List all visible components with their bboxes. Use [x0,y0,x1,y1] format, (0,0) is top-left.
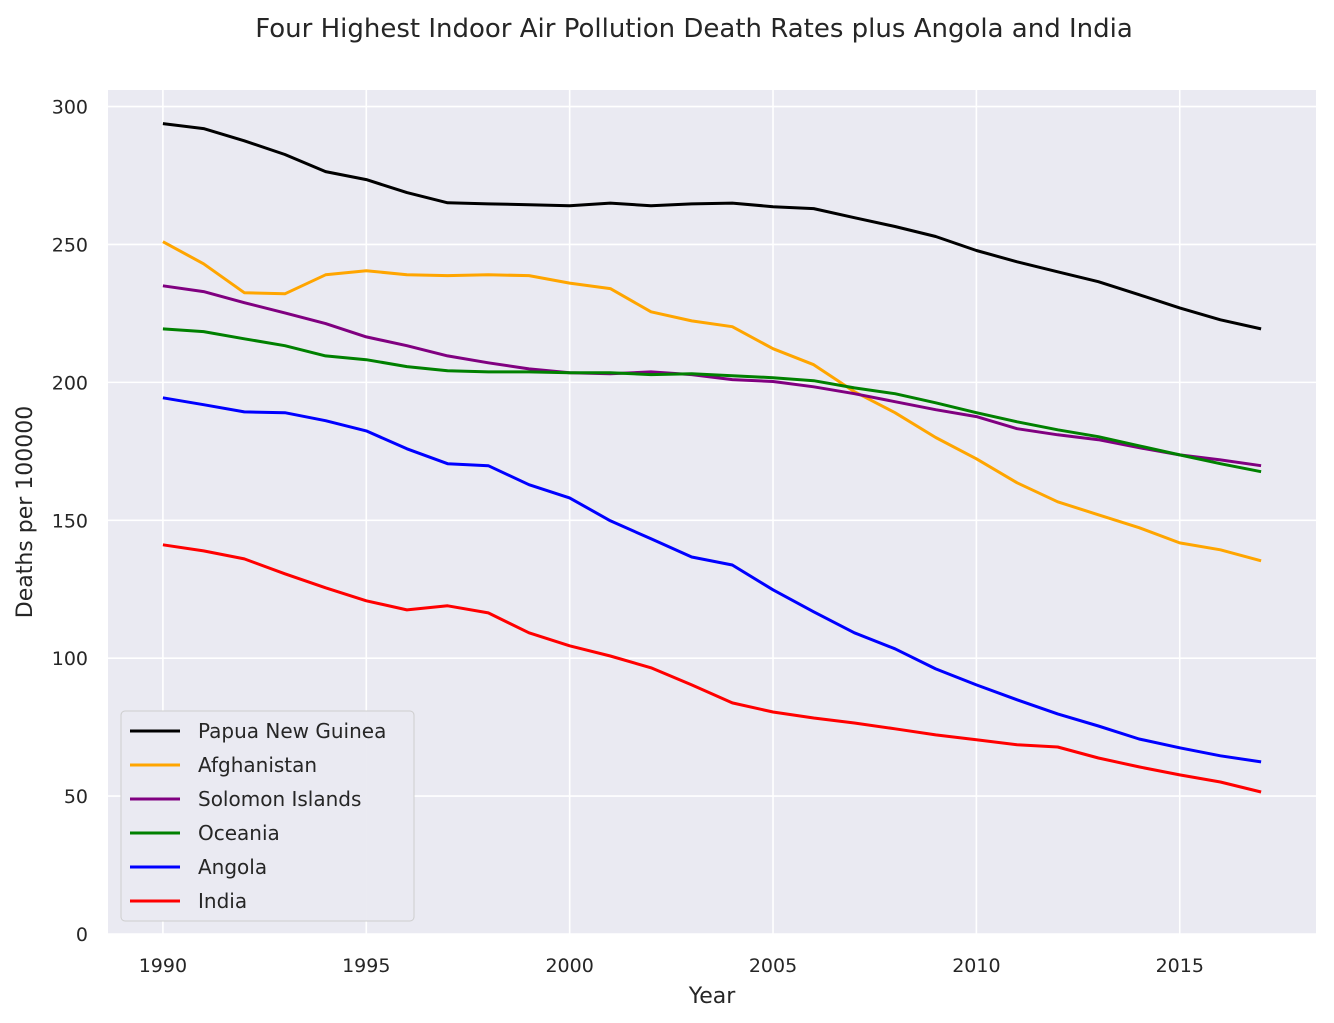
series-line-papua-new-guinea [162,122,1262,331]
y-tick-label: 100 [52,648,88,670]
series-line-india [162,543,1262,794]
legend-entry: India [198,889,247,913]
series-line-oceania [162,327,1262,474]
legend-entry: Angola [198,855,267,879]
legend-box [120,710,415,922]
x-axis-label: Year [688,984,737,1009]
chart-title: Four Highest Indoor Air Pollution Death … [255,14,1133,44]
x-tick-label: 2000 [545,955,593,977]
series-line-solomon-islands [162,284,1262,468]
x-tick-label: 1995 [342,955,390,977]
x-tick-label: 1990 [139,955,187,977]
y-tick-label: 50 [64,786,88,808]
y-tick-label: 0 [76,924,88,946]
y-tick-label: 200 [52,372,88,394]
legend-entry: Papua New Guinea [198,719,386,743]
y-tick-label: 250 [52,234,88,256]
y-axis-label: Deaths per 100000 [13,406,38,619]
y-tick-label: 300 [52,97,88,119]
legend-entry: Oceania [198,821,280,845]
series-line-afghanistan [162,240,1262,563]
series-line-angola [162,396,1262,764]
x-tick-label: 2010 [952,955,1000,977]
legend-entry: Afghanistan [198,753,317,777]
legend-entry: Solomon Islands [198,787,361,811]
y-tick-label: 150 [52,510,88,532]
legend: Papua New Guinea Afghanistan Solomon Islan… [120,710,415,922]
x-tick-label: 2015 [1156,955,1204,977]
x-tick-label: 2005 [749,955,797,977]
